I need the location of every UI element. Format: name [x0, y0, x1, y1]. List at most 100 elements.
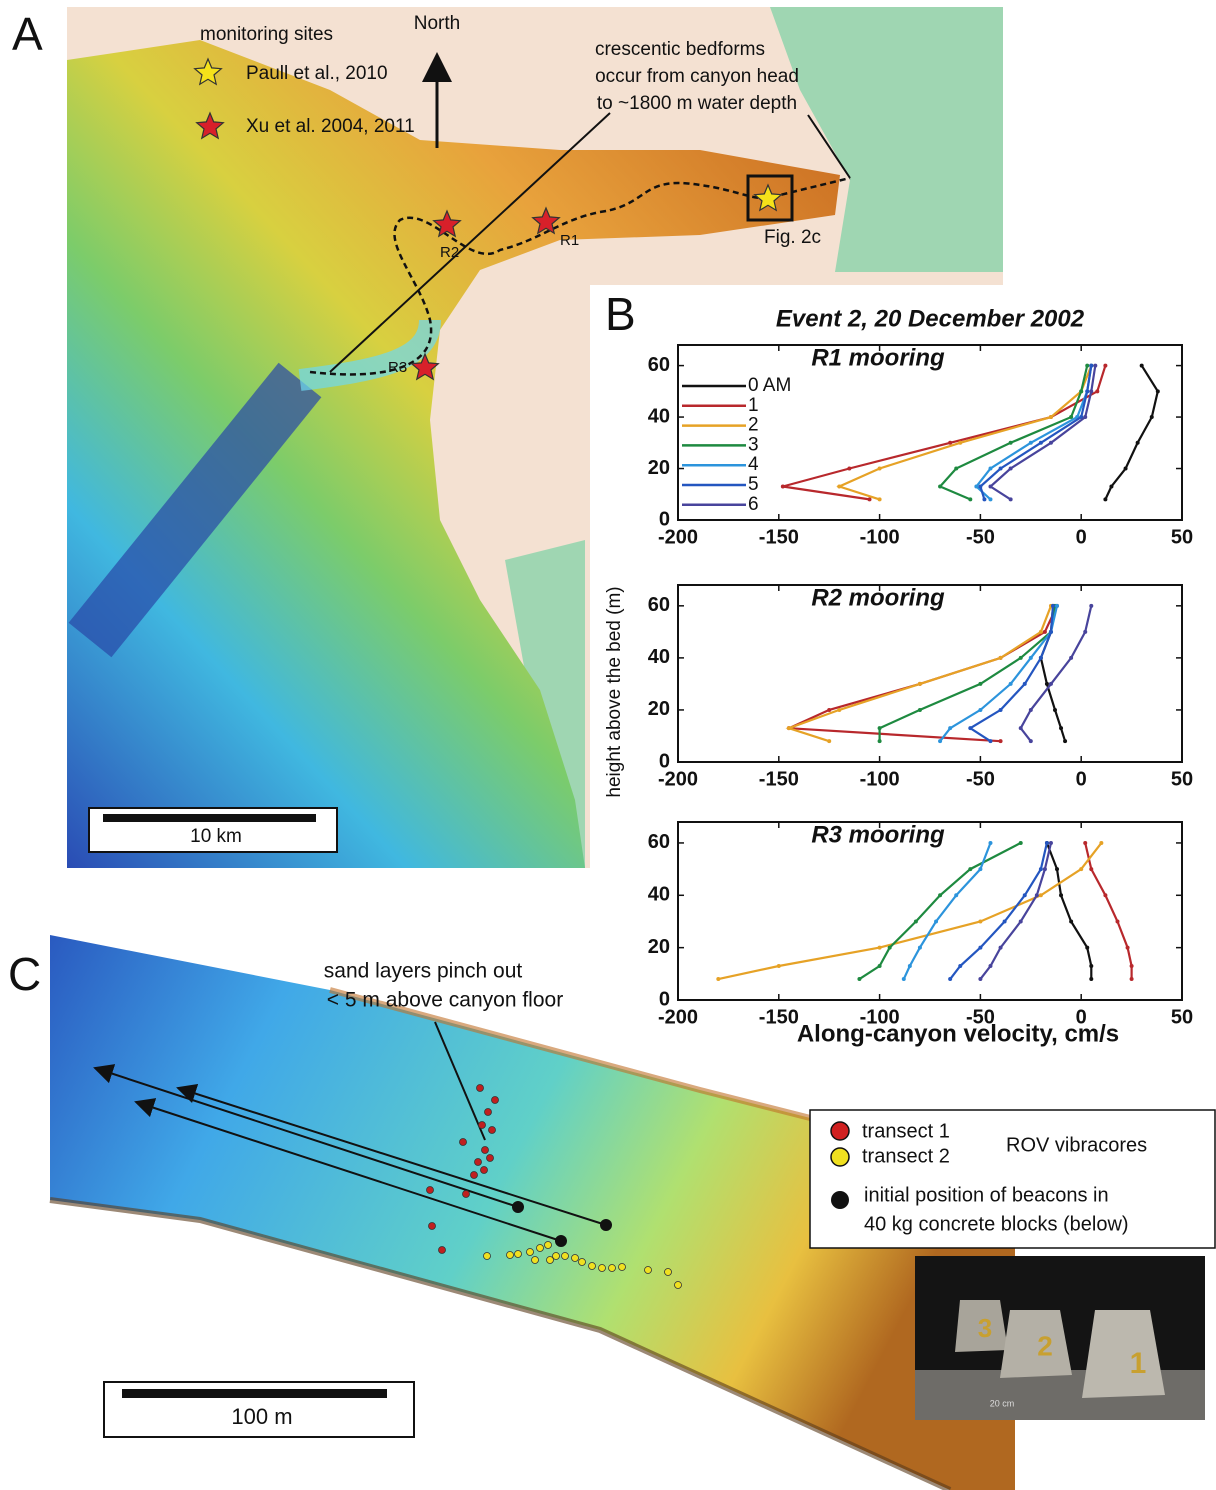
profile-point: [948, 726, 953, 731]
profile-point: [1069, 919, 1074, 924]
profile-point: [1115, 919, 1120, 924]
x-tick-label: -200: [658, 1006, 698, 1028]
y-tick-label: 60: [648, 594, 670, 616]
profile-point: [877, 945, 882, 950]
profile-point: [1008, 681, 1013, 686]
core-transect-1: [481, 1146, 489, 1154]
profile-point: [1109, 484, 1114, 489]
profile-point: [998, 945, 1003, 950]
site-marker: [753, 183, 783, 212]
profile-point: [968, 726, 973, 731]
profile-point: [1038, 893, 1043, 898]
profile-point: [877, 726, 882, 731]
core-transect-2: [514, 1250, 522, 1258]
legend-label: 6: [748, 494, 759, 515]
core-transect-2: [526, 1248, 534, 1256]
profile-point: [958, 963, 963, 968]
profile-point: [1048, 840, 1053, 845]
core-transect-2: [536, 1244, 544, 1252]
profile-point: [1018, 655, 1023, 660]
core-transect-1: [484, 1108, 492, 1116]
block-label: 2: [1037, 1330, 1053, 1361]
core-transect-2: [552, 1252, 560, 1260]
core-transect-1: [470, 1171, 478, 1179]
profile-point: [978, 867, 983, 872]
profile-point: [1055, 603, 1060, 608]
profile-point: [1042, 629, 1047, 634]
site-marker: [432, 209, 462, 238]
core-transect-1: [491, 1096, 499, 1104]
canyon-axis: [309, 176, 851, 376]
legend-box: [809, 1109, 1216, 1249]
photo-scale: 20 cm: [990, 1398, 1015, 1408]
profile-point: [938, 893, 943, 898]
profile-point: [978, 977, 983, 982]
profile-point: [1055, 867, 1060, 872]
land: [770, 7, 1003, 272]
beacon: [600, 1219, 612, 1231]
legend-label: 40 kg concrete blocks (below): [864, 1213, 1129, 1235]
profile-point: [988, 963, 993, 968]
profile-point: [978, 681, 983, 686]
profile-point: [978, 707, 983, 712]
profile-point: [1085, 945, 1090, 950]
panel-label: C: [8, 948, 41, 1000]
x-tick-label: -200: [658, 768, 698, 790]
x-tick-label: -50: [966, 768, 995, 790]
profile-point: [982, 497, 987, 502]
profile-point: [877, 963, 882, 968]
leader-line: [329, 112, 611, 373]
profile-point: [1085, 389, 1090, 394]
profile-point: [1042, 867, 1047, 872]
y-tick-label: 20: [648, 936, 670, 958]
x-tick-label: -150: [759, 768, 799, 790]
beacon: [512, 1201, 524, 1213]
chart-title: R1 mooring: [811, 344, 945, 371]
canyon-channel: [298, 319, 441, 391]
profile-point: [1069, 415, 1074, 420]
profile-point: [1028, 739, 1033, 744]
profile-point: [917, 945, 922, 950]
profile-point: [1034, 893, 1039, 898]
scale-bar: [103, 814, 316, 822]
profile-point: [968, 867, 973, 872]
scale-bar: [122, 1389, 387, 1398]
profile-point: [857, 977, 862, 982]
profile-point: [1059, 726, 1064, 731]
profile-point: [827, 739, 832, 744]
core-transect-2: [588, 1262, 596, 1270]
annotation: crescentic bedforms: [595, 39, 765, 60]
panel-label: A: [12, 8, 43, 60]
profile-point: [1038, 655, 1043, 660]
profile-point: [1048, 440, 1053, 445]
profile-point: [1099, 840, 1104, 845]
x-tick-label: -200: [658, 526, 698, 548]
profile-point: [1038, 440, 1043, 445]
profile-point: [837, 484, 842, 489]
profile-point: [1008, 497, 1013, 502]
x-tick-label: -50: [966, 1006, 995, 1028]
core-transect-2: [674, 1281, 682, 1289]
core-transect-1: [486, 1154, 494, 1162]
profile-point: [978, 945, 983, 950]
profile-point: [988, 739, 993, 744]
profile-point: [998, 739, 1003, 744]
profile-point: [1048, 681, 1053, 686]
block: [955, 1300, 1008, 1352]
profile-point: [1002, 919, 1007, 924]
core-transect-1: [474, 1158, 482, 1166]
core-transect-1: [476, 1084, 484, 1092]
chart-title: R2 mooring: [811, 584, 945, 611]
legend-title: monitoring sites: [200, 24, 333, 45]
core-transect-2: [531, 1256, 539, 1264]
legend-label: Xu et al. 2004, 2011: [246, 116, 415, 137]
profile-point: [1050, 603, 1055, 608]
profile-point: [978, 484, 983, 489]
legend-marker: [830, 1121, 850, 1141]
legend-marker: [830, 1147, 850, 1167]
profile-point: [1052, 707, 1057, 712]
y-axis-title: height above the bed (m): [604, 586, 625, 797]
legend-label: 4: [748, 454, 759, 475]
legend-label: transect 2: [862, 1145, 950, 1167]
